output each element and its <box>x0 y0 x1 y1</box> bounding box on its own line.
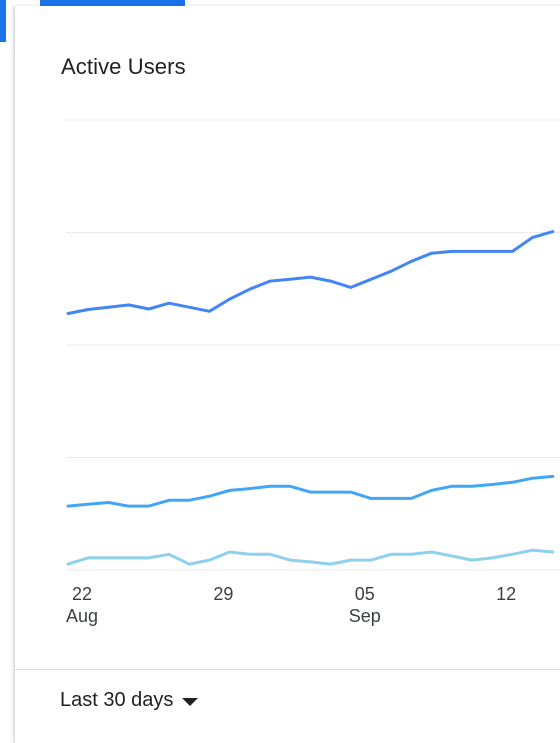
x-tick-label-month: Aug <box>66 606 98 626</box>
series-line-3 <box>66 548 555 566</box>
x-tick-label-day: 05 <box>355 584 375 604</box>
date-range-label: Last 30 days <box>60 689 174 711</box>
caret-down-icon <box>182 697 199 706</box>
tab-accent-left <box>0 0 6 42</box>
x-tick-label-month: Sep <box>349 606 381 626</box>
tab-accent-indicator <box>40 0 185 6</box>
x-tick-label-day: 12 <box>496 584 516 604</box>
x-tick-label-day: 29 <box>213 584 233 604</box>
series-line-1 <box>66 230 555 315</box>
footer-divider <box>14 669 560 670</box>
date-range-dropdown[interactable]: Last 30 days <box>60 689 199 712</box>
series-line-2 <box>66 474 555 508</box>
card-title: Active Users <box>61 54 186 79</box>
x-tick-label-day: 22 <box>72 584 92 604</box>
active-users-card: Active Users <box>14 6 560 743</box>
